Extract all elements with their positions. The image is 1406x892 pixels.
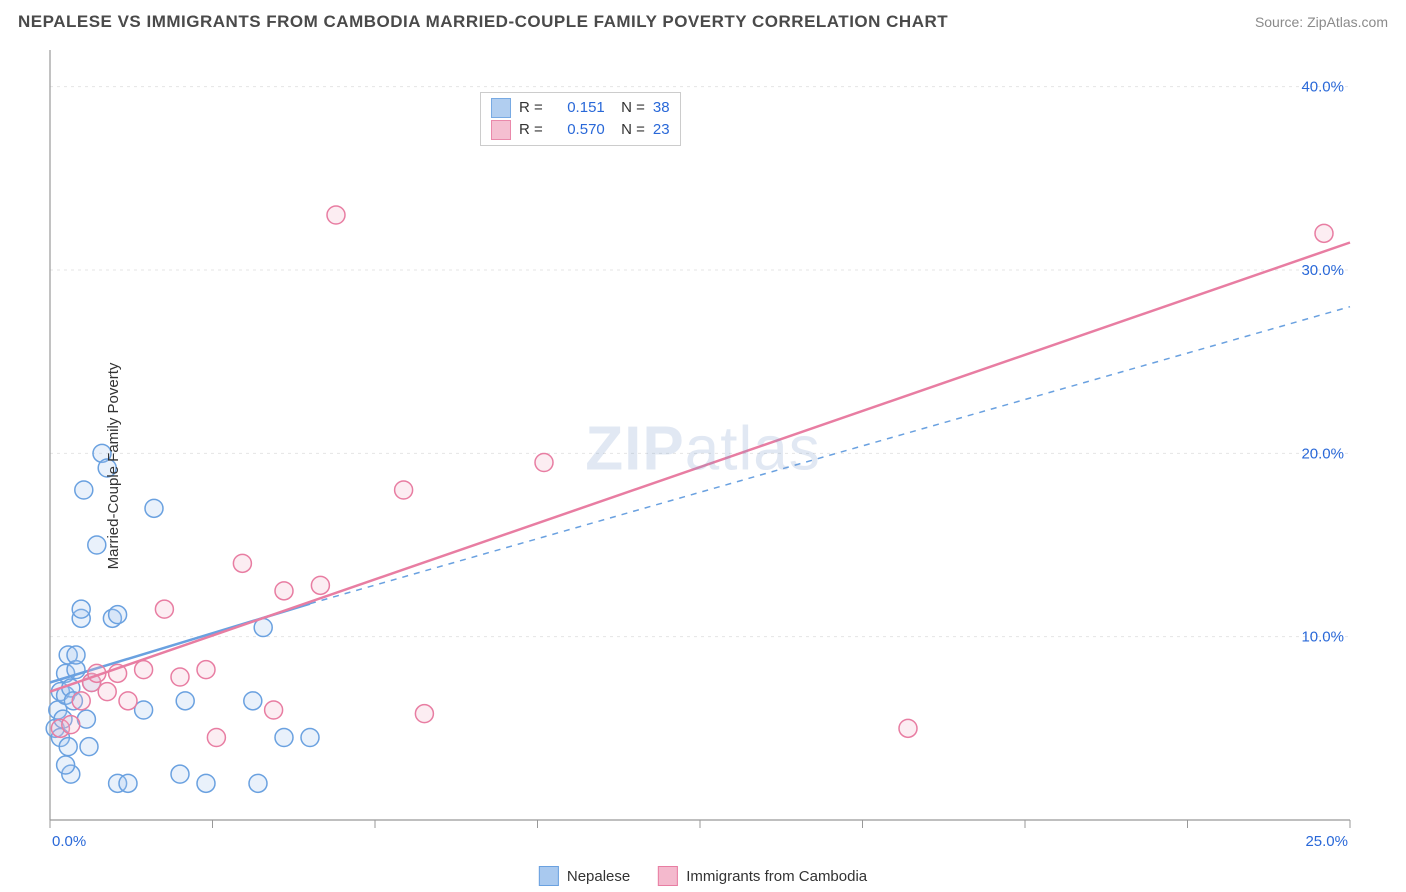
stat-n-label: N = (613, 97, 645, 119)
stat-r-label: R = (519, 119, 543, 141)
svg-text:20.0%: 20.0% (1301, 445, 1344, 462)
chart-title: NEPALESE VS IMMIGRANTS FROM CAMBODIA MAR… (18, 12, 948, 32)
stat-n-value: 38 (653, 97, 670, 119)
stat-r-value: 0.151 (551, 97, 605, 119)
series-swatch (491, 98, 511, 118)
stat-r-label: R = (519, 97, 543, 119)
svg-text:30.0%: 30.0% (1301, 262, 1344, 279)
svg-text:10.0%: 10.0% (1301, 629, 1344, 646)
stat-n-value: 23 (653, 119, 670, 141)
legend-label: Nepalese (567, 868, 630, 885)
svg-text:0.0%: 0.0% (52, 833, 86, 850)
stats-row: R = 0.151 N = 38 (491, 97, 670, 119)
stats-legend: R = 0.151 N = 38 R = 0.570 N = 23 (480, 92, 681, 146)
legend-item: Nepalese (539, 866, 630, 886)
source-label: Source: ZipAtlas.com (1255, 14, 1388, 30)
legend-label: Immigrants from Cambodia (686, 868, 867, 885)
series-swatch (491, 120, 511, 140)
y-axis-label: Married-Couple Family Poverty (105, 363, 122, 570)
scatter-chart: 10.0% 20.0% 30.0% 40.0% 0.0% 25.0% (0, 40, 1406, 860)
svg-text:25.0%: 25.0% (1305, 833, 1348, 850)
legend-swatch (658, 866, 678, 886)
legend-swatch (539, 866, 559, 886)
series-legend: Nepalese Immigrants from Cambodia (539, 866, 867, 886)
stat-r-value: 0.570 (551, 119, 605, 141)
legend-item: Immigrants from Cambodia (658, 866, 867, 886)
chart-container: Married-Couple Family Poverty 10.0% 20.0%… (0, 40, 1406, 892)
svg-text:40.0%: 40.0% (1301, 79, 1344, 96)
stat-n-label: N = (613, 119, 645, 141)
stats-row: R = 0.570 N = 23 (491, 119, 670, 141)
